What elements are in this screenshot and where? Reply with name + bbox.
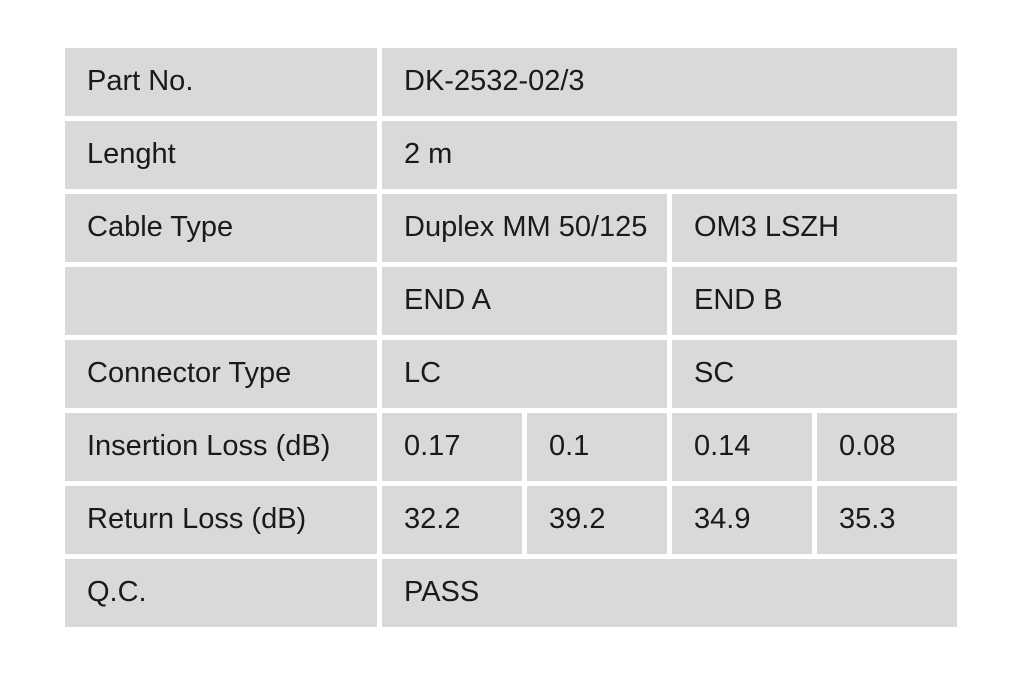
row-label-insertion-loss-db: Insertion Loss (dB) [65,413,377,481]
value-cell-34-9: 34.9 [672,486,812,554]
value-cell-0-1: 0.1 [527,413,667,481]
cable-test-report-table: Part No. DK-2532-02/3 Lenght 2 m Cable Type D… [60,43,962,632]
table-row-spacer-3: END A END B [65,267,957,335]
value-cell-end-b: END B [672,267,957,335]
row-label-blank-3 [65,267,377,335]
value-cell-32-2: 32.2 [382,486,522,554]
value-cell-sc: SC [672,340,957,408]
row-label-cable-type: Cable Type [65,194,377,262]
row-label-part-no: Part No. [65,48,377,116]
value-cell-lc: LC [382,340,667,408]
row-label-lenght: Lenght [65,121,377,189]
table-row-q-c: Q.C. PASS [65,559,957,627]
value-cell-duplex-mm-50-125: Duplex MM 50/125 [382,194,667,262]
value-cell-0-08: 0.08 [817,413,957,481]
value-cell-39-2: 39.2 [527,486,667,554]
table-row-connector-type: Connector Type LC SC [65,340,957,408]
table-row-return-loss-db: Return Loss (dB) 32.2 39.2 34.9 35.3 [65,486,957,554]
row-label-return-loss-db: Return Loss (dB) [65,486,377,554]
value-cell-end-a: END A [382,267,667,335]
table-row-part-no: Part No. DK-2532-02/3 [65,48,957,116]
value-cell-dk-2532-02-3: DK-2532-02/3 [382,48,957,116]
value-cell-35-3: 35.3 [817,486,957,554]
row-label-q-c: Q.C. [65,559,377,627]
value-cell-2-m: 2 m [382,121,957,189]
row-label-connector-type: Connector Type [65,340,377,408]
value-cell-om3-lszh: OM3 LSZH [672,194,957,262]
table-row-cable-type: Cable Type Duplex MM 50/125 OM3 LSZH [65,194,957,262]
value-cell-0-17: 0.17 [382,413,522,481]
value-cell-0-14: 0.14 [672,413,812,481]
table-row-lenght: Lenght 2 m [65,121,957,189]
table-row-insertion-loss-db: Insertion Loss (dB) 0.17 0.1 0.14 0.08 [65,413,957,481]
value-cell-pass: PASS [382,559,957,627]
